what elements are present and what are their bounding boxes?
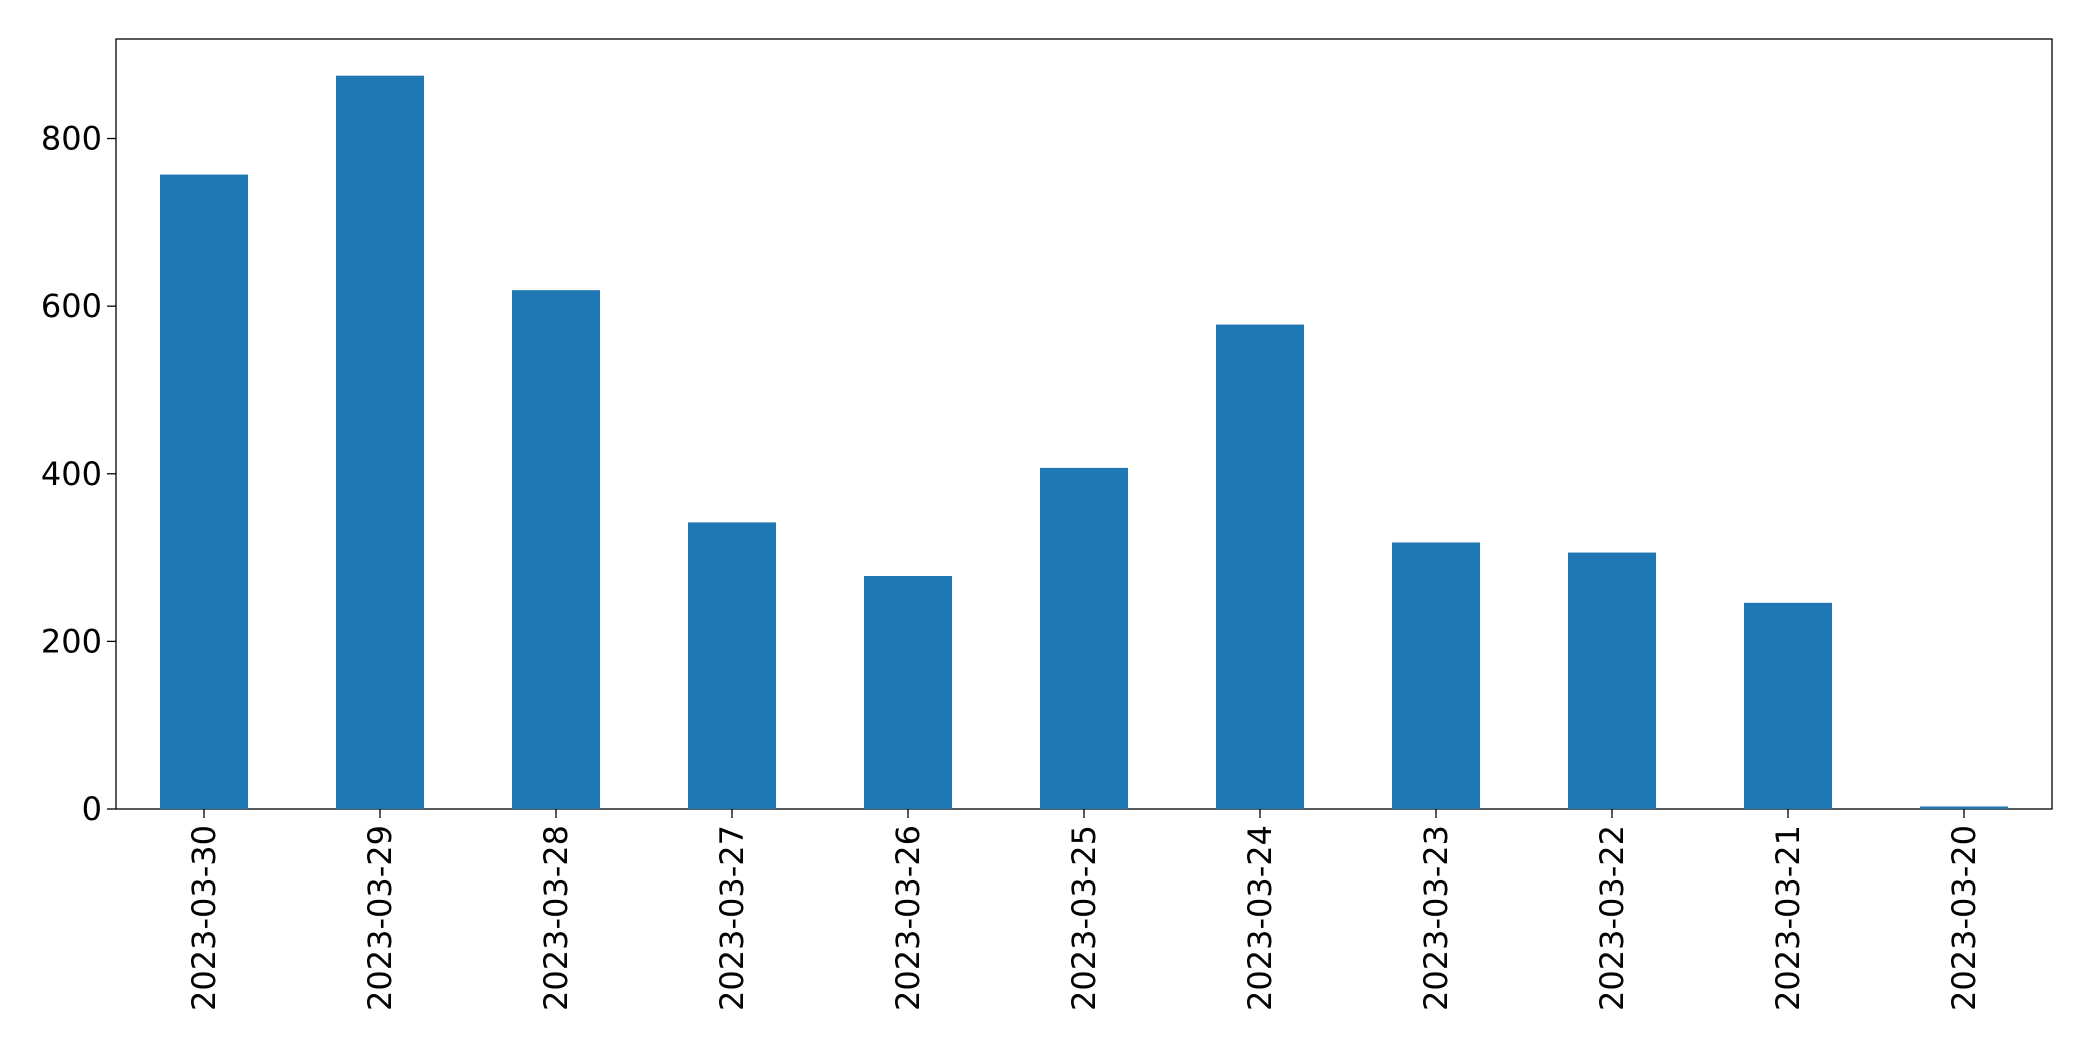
x-tick-label: 2023-03-27: [713, 825, 751, 1011]
y-tick-label: 400: [41, 455, 102, 493]
x-tick-label: 2023-03-25: [1065, 825, 1103, 1011]
bar: [1920, 806, 2008, 809]
bar: [1744, 602, 1832, 809]
x-tick-label: 2023-03-24: [1241, 825, 1279, 1011]
y-tick-label: 200: [41, 622, 102, 660]
x-tick-label: 2023-03-23: [1417, 825, 1455, 1011]
y-tick-label: 0: [82, 790, 102, 828]
x-tick-label: 2023-03-30: [185, 825, 223, 1011]
bar: [1392, 542, 1480, 809]
x-tick-label: 2023-03-26: [889, 825, 927, 1011]
x-tick-label: 2023-03-29: [361, 825, 399, 1011]
bar: [1568, 552, 1656, 809]
bar: [864, 576, 952, 809]
bar: [512, 290, 600, 809]
x-tick-label: 2023-03-20: [1945, 825, 1983, 1011]
x-tick-label: 2023-03-22: [1593, 825, 1631, 1011]
y-tick-label: 600: [41, 287, 102, 325]
x-tick-label: 2023-03-21: [1769, 825, 1807, 1011]
y-tick-label: 800: [41, 120, 102, 158]
bar: [336, 75, 424, 809]
bar: [1040, 467, 1128, 809]
bar: [160, 174, 248, 810]
bar: [688, 522, 776, 809]
bar: [1216, 324, 1304, 809]
x-tick-label: 2023-03-28: [537, 825, 575, 1011]
